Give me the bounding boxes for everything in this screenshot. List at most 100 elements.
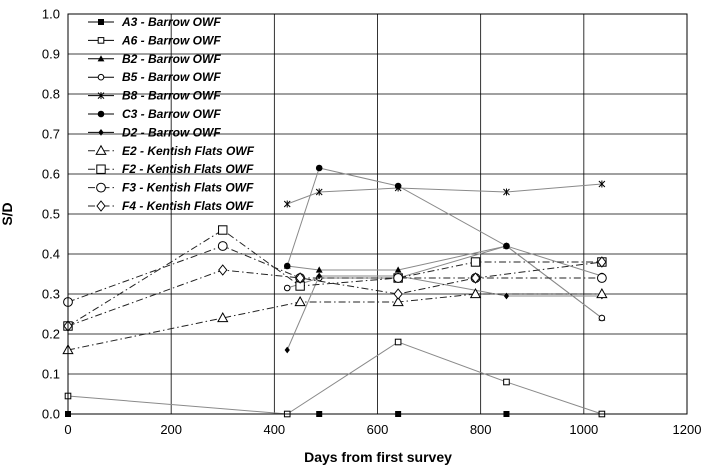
legend-label: F3 - Kentish Flats OWF xyxy=(122,181,254,195)
series-7 xyxy=(284,272,605,354)
series-5 xyxy=(283,180,606,208)
series-line xyxy=(67,293,602,351)
data-point xyxy=(284,346,290,354)
x-tick-label: 400 xyxy=(263,422,285,437)
y-tick-label: 1.0 xyxy=(42,7,60,22)
data-point xyxy=(598,314,606,322)
legend-marker xyxy=(98,129,104,136)
data-point xyxy=(470,272,481,284)
legend-entry: E2 - Kentish Flats OWF xyxy=(88,144,255,158)
axes: 0.0 0.1 0.2 0.3 0.4 0.5 0.6 0.7 0.8 0.9 1.0 0 200 400… xyxy=(42,7,702,438)
y-tick-label: 0.6 xyxy=(42,167,60,182)
data-point xyxy=(217,241,228,251)
x-tick-label: 200 xyxy=(160,422,182,437)
x-axis-label: Days from first survey xyxy=(304,449,452,465)
data-point xyxy=(218,225,228,235)
data-point xyxy=(503,378,510,386)
legend-label: F4 - Kentish Flats OWF xyxy=(122,199,254,213)
data-point xyxy=(315,188,323,196)
series-4 xyxy=(283,242,606,322)
plot-frame xyxy=(67,13,688,415)
legend-label: A3 - Barrow OWF xyxy=(121,15,221,29)
x-tick-label: 0 xyxy=(64,422,71,437)
series-line xyxy=(67,341,603,415)
legend-marker xyxy=(95,144,107,155)
data-point xyxy=(394,182,402,190)
legend-entry: B5 - Barrow OWF xyxy=(88,70,221,84)
series-line xyxy=(67,261,602,327)
data-point xyxy=(295,272,305,284)
x-tick-label: 1200 xyxy=(673,422,702,437)
series-line xyxy=(287,183,602,205)
data-point xyxy=(598,180,606,188)
legend-label: C3 - Barrow OWF xyxy=(122,107,221,121)
data-point xyxy=(503,292,510,300)
series-line xyxy=(287,245,603,319)
series-line xyxy=(286,275,602,351)
y-tick-label: 0.8 xyxy=(42,87,60,102)
series-line xyxy=(67,245,602,303)
data-point xyxy=(392,295,404,307)
legend: A3 - Barrow OWF A6 - Barrow OWF B2 - Barro… xyxy=(88,15,255,213)
x-tick-label: 800 xyxy=(470,422,492,437)
legend-marker xyxy=(96,200,106,212)
x-tick-label: 1000 xyxy=(569,422,598,437)
legend-marker xyxy=(96,164,106,174)
legend-label: B8 - Barrow OWF xyxy=(122,89,221,103)
legend-entry: A6 - Barrow OWF xyxy=(88,33,221,47)
y-tick-label: 0.2 xyxy=(42,327,60,342)
legend-label: E2 - Kentish Flats OWF xyxy=(122,144,255,158)
legend-label: A6 - Barrow OWF xyxy=(121,33,221,47)
data-point xyxy=(294,295,306,307)
data-point xyxy=(597,256,607,268)
data-point xyxy=(469,287,482,299)
data-point xyxy=(393,288,403,300)
data-series xyxy=(62,164,608,418)
series-6 xyxy=(283,164,606,280)
y-tick-label: 0.9 xyxy=(42,47,60,62)
y-tick-label: 0.3 xyxy=(42,287,60,302)
data-point xyxy=(394,338,402,346)
y-axis-label: S/D xyxy=(0,202,15,225)
y-tick-label: 0.5 xyxy=(42,207,60,222)
legend-entry: B2 - Barrow OWF xyxy=(88,52,221,66)
data-point xyxy=(218,264,228,276)
legend-entry: F2 - Kentish Flats OWF xyxy=(88,162,254,176)
data-point xyxy=(315,164,323,172)
data-point xyxy=(283,284,291,292)
y-tick-label: 0.7 xyxy=(42,127,60,142)
legend-label: D2 - Barrow OWF xyxy=(122,125,221,139)
legend-marker xyxy=(97,37,105,44)
series-11 xyxy=(63,256,607,332)
y-tick-label: 0.4 xyxy=(42,247,60,262)
y-tick-label: 0.1 xyxy=(42,367,60,382)
x-tick-label: 600 xyxy=(367,422,389,437)
legend-entry: B8 - Barrow OWF xyxy=(88,89,221,103)
data-point xyxy=(316,272,322,280)
series-line xyxy=(67,229,602,327)
data-point xyxy=(394,266,402,273)
legend-label: F2 - Kentish Flats OWF xyxy=(122,162,254,176)
legend-marker xyxy=(97,55,105,62)
legend-marker xyxy=(97,92,105,100)
legend-marker xyxy=(97,73,105,81)
data-point xyxy=(393,273,404,283)
legend-entry: F3 - Kentish Flats OWF xyxy=(88,181,254,195)
data-point xyxy=(470,257,481,267)
series-8 xyxy=(62,287,608,355)
legend-entry: D2 - Barrow OWF xyxy=(88,125,221,139)
data-point xyxy=(315,266,323,273)
data-point xyxy=(503,188,510,196)
series-2 xyxy=(64,338,606,418)
legend-marker xyxy=(97,110,105,118)
data-point xyxy=(596,287,608,299)
legend-marker xyxy=(98,19,104,25)
legend-entry: A3 - Barrow OWF xyxy=(88,15,221,29)
legend-entry: C3 - Barrow OWF xyxy=(88,107,221,121)
data-point xyxy=(503,242,510,250)
legend-label: B5 - Barrow OWF xyxy=(122,70,221,84)
legend-entry: F4 - Kentish Flats OWF xyxy=(88,199,254,213)
data-point xyxy=(283,200,291,208)
data-point xyxy=(283,262,291,270)
